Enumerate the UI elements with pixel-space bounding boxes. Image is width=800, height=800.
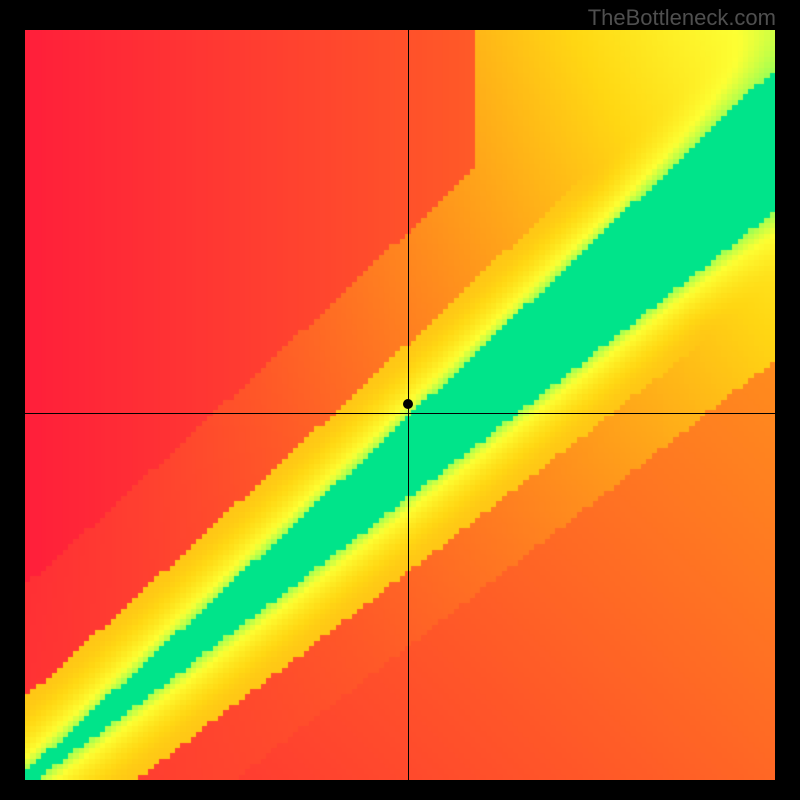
- heatmap-canvas: [25, 30, 775, 780]
- heatmap-chart: [25, 30, 775, 780]
- marker-point: [403, 399, 413, 409]
- crosshair-horizontal: [25, 413, 775, 414]
- watermark-text: TheBottleneck.com: [588, 5, 776, 31]
